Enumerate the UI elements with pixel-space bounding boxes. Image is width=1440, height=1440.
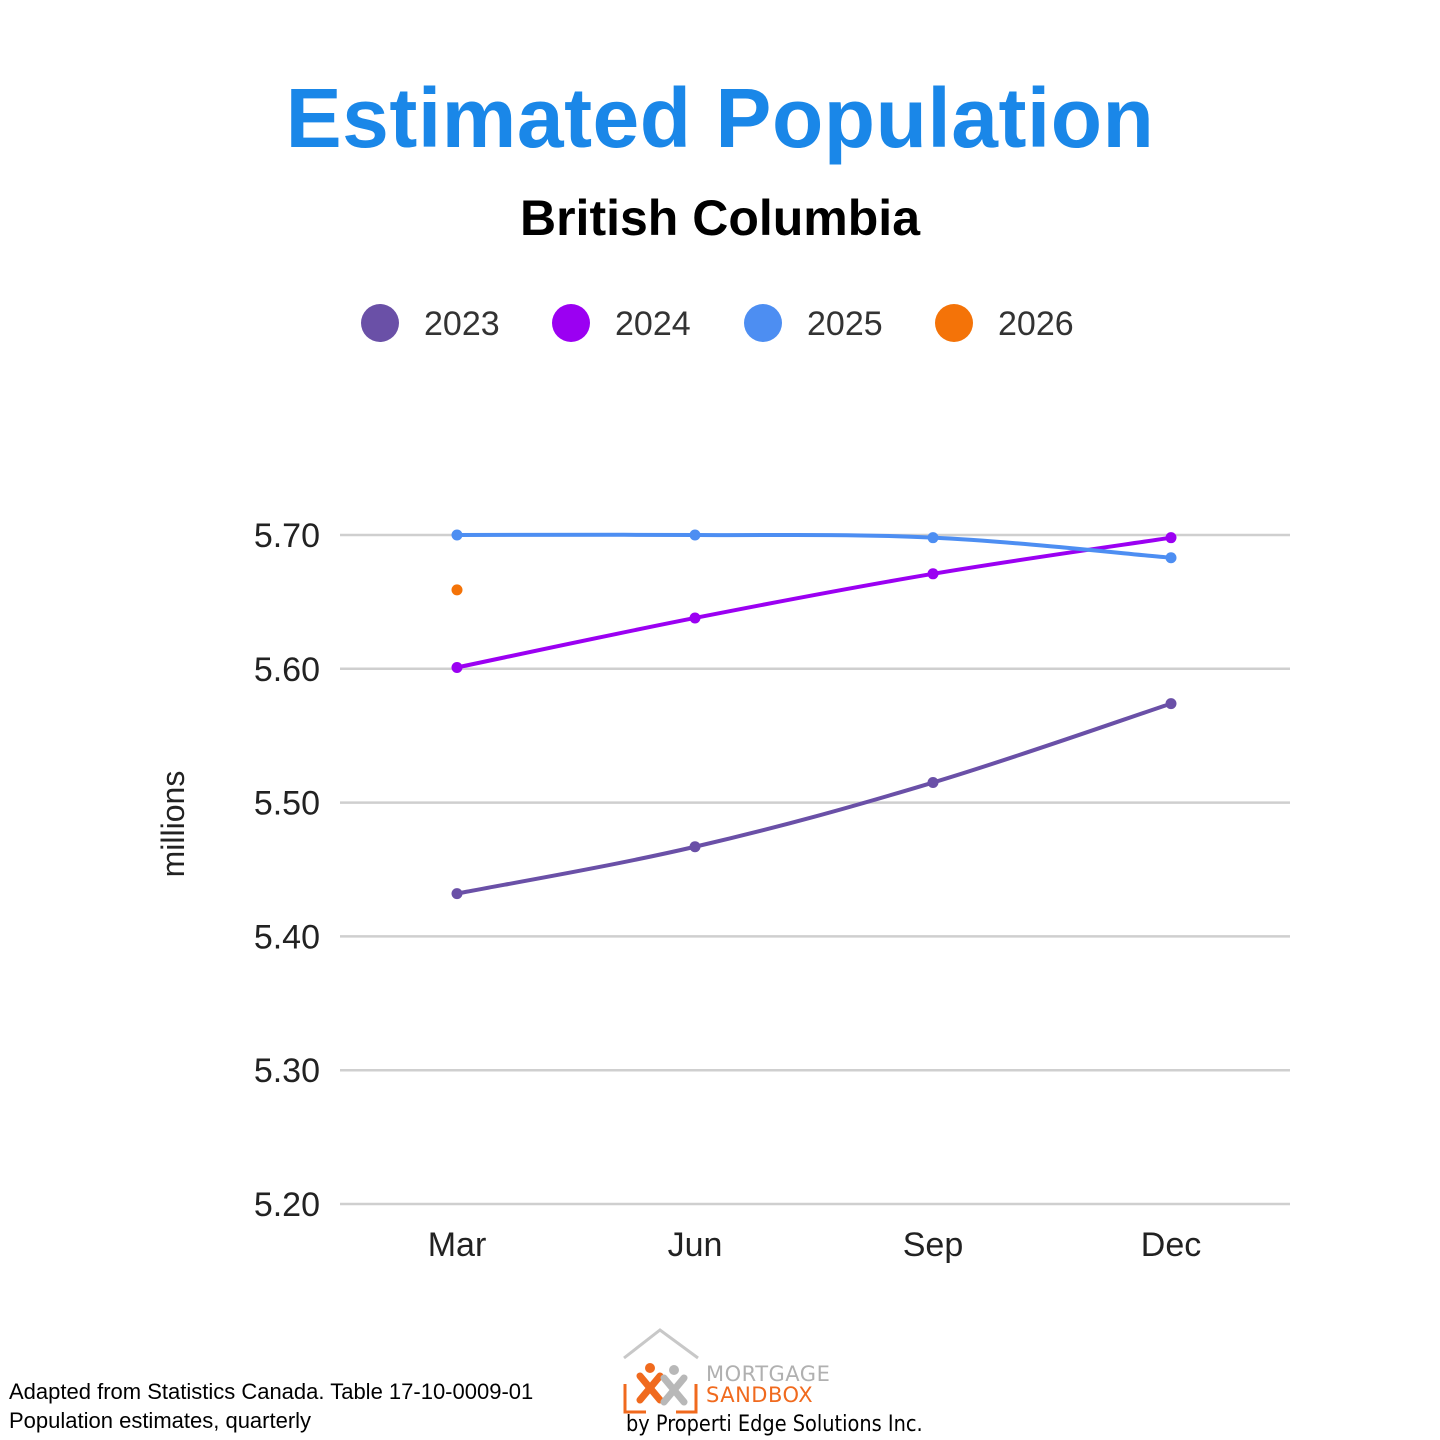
series-2025	[451, 529, 1177, 564]
data-point	[1165, 552, 1177, 564]
legend-marker	[361, 304, 399, 342]
line-chart: 2023 2024 2025 2026 5.20 5.30 5.40 5.50 5.60 5.7…	[155, 304, 1290, 1264]
legend-label: 2023	[424, 305, 500, 343]
y-axis-ticks: 5.20 5.30 5.40 5.50 5.60 5.70	[254, 517, 320, 1224]
x-tick-label: Sep	[903, 1226, 964, 1264]
chart-subtitle: British Columbia	[519, 190, 921, 246]
chart-legend: 2023 2024 2025 2026	[361, 304, 1074, 343]
y-tick-label: 5.50	[254, 785, 320, 823]
source-line-2: Population estimates, quarterly	[9, 1408, 312, 1433]
y-tick-label: 5.30	[254, 1052, 320, 1090]
data-point	[451, 888, 463, 900]
data-point	[927, 532, 939, 544]
data-point	[1165, 532, 1177, 544]
data-point	[927, 568, 939, 580]
source-note: Adapted from Statistics Canada. Table 17…	[9, 1377, 533, 1435]
house-logo-icon	[623, 1328, 699, 1414]
data-point	[689, 529, 701, 541]
y-tick-label: 5.60	[254, 651, 320, 689]
legend-marker	[552, 304, 590, 342]
data-point	[1165, 698, 1177, 710]
data-point	[689, 841, 701, 853]
source-line-1: Adapted from Statistics Canada. Table 17…	[9, 1379, 534, 1404]
legend-marker	[935, 304, 973, 342]
series-line	[455, 701, 1173, 896]
data-point	[451, 661, 463, 673]
series-2026	[451, 584, 463, 596]
x-tick-label: Dec	[1141, 1226, 1201, 1264]
x-axis-ticks: Mar Jun Sep Dec	[428, 1226, 1202, 1264]
x-tick-label: Mar	[428, 1226, 487, 1264]
logo-text-mortgage: MORTGAGE	[706, 1362, 831, 1386]
y-axis-label: millions	[155, 771, 191, 878]
x-tick-label: Jun	[668, 1226, 723, 1264]
logo-text-sandbox: SANDBOX	[706, 1383, 814, 1407]
mortgage-sandbox-logo: MORTGAGE SANDBOX by Properti Edge Soluti…	[622, 1328, 923, 1438]
series-2024	[451, 532, 1177, 673]
data-point	[451, 529, 463, 541]
series-line	[455, 535, 1173, 670]
data-point	[689, 612, 701, 624]
data-point	[927, 777, 939, 789]
legend-label: 2026	[998, 305, 1074, 343]
y-tick-label: 5.20	[254, 1186, 320, 1224]
legend-label: 2025	[807, 305, 883, 343]
y-tick-label: 5.70	[254, 517, 320, 555]
data-point	[451, 584, 463, 596]
legend-marker	[744, 304, 782, 342]
chart-gridlines	[340, 533, 1290, 1206]
chart-series	[451, 529, 1177, 900]
logo-byline: by Properti Edge Solutions Inc.	[626, 1412, 923, 1437]
chart-title: Estimated Population	[285, 71, 1155, 165]
series-2023	[451, 698, 1177, 900]
y-tick-label: 5.40	[254, 918, 320, 956]
series-line	[455, 532, 1173, 560]
legend-label: 2024	[615, 305, 691, 343]
